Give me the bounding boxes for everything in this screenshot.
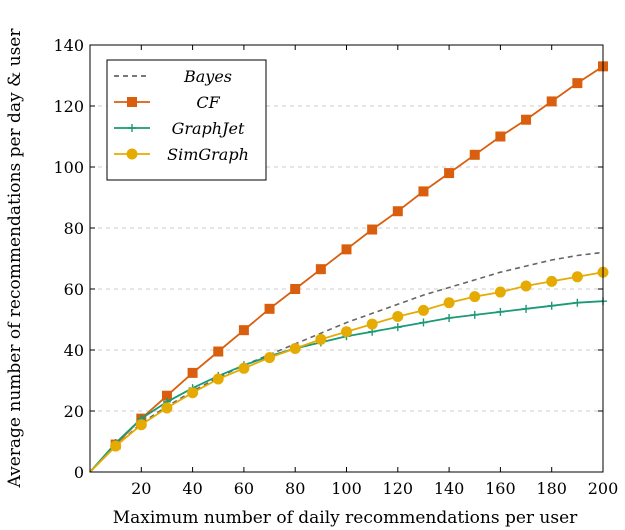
legend-item-graphjet: GraphJet (114, 119, 245, 138)
circle-marker (417, 304, 429, 316)
circle-marker (366, 318, 378, 330)
square-marker (367, 224, 378, 235)
plus-marker (470, 310, 479, 319)
square-marker (264, 303, 275, 314)
x-tick-label: 60 (234, 479, 254, 498)
plus-marker (522, 304, 531, 313)
circle-marker (341, 326, 352, 338)
x-tick-label: 100 (331, 479, 362, 498)
square-marker (572, 78, 583, 89)
square-marker (546, 96, 557, 107)
legend-box (106, 59, 267, 181)
circle-marker (187, 387, 199, 399)
square-marker (213, 346, 224, 357)
square-marker (187, 367, 198, 378)
legend-label: SimGraph (167, 145, 249, 164)
plus-marker (419, 318, 428, 327)
circle-marker (212, 373, 224, 385)
x-tick-label: 20 (131, 479, 151, 498)
gridlines (90, 105, 603, 412)
square-marker (495, 131, 506, 142)
x-tick-label: 180 (536, 479, 567, 498)
square-marker (418, 186, 429, 197)
circle-marker (494, 286, 506, 298)
x-tick-label: 160 (485, 479, 516, 498)
x-tick-label: 120 (383, 479, 414, 498)
x-tick-label: 40 (182, 479, 202, 498)
series-line (89, 251, 604, 473)
series-line (89, 271, 604, 473)
series-bayes (89, 251, 604, 473)
y-tick-label: 0 (74, 463, 84, 482)
y-axis-label: Average number of recommendations per da… (5, 28, 25, 489)
y-tick-label: 40 (64, 341, 84, 360)
square-marker (469, 149, 480, 160)
circle-marker (289, 342, 301, 354)
ticks: 0 20 40 60 80 100 120 140 20 40 60 80 100 120 140 160 18… (53, 36, 618, 498)
plus-marker (393, 323, 402, 332)
circle-marker (571, 271, 583, 283)
square-marker (341, 244, 352, 255)
circle-marker (469, 291, 481, 303)
square-marker (315, 264, 326, 275)
legend-label: Bayes (183, 67, 232, 86)
square-marker (290, 284, 301, 294)
plus-marker (445, 313, 454, 322)
y-tick-label: 140 (53, 36, 84, 55)
circle-marker (546, 275, 558, 287)
circle-marker (238, 362, 250, 374)
circle-marker (520, 280, 532, 292)
circle-marker (110, 440, 122, 452)
x-tick-label: 140 (434, 479, 465, 498)
legend-label: CF (196, 93, 220, 112)
square-marker (161, 390, 172, 401)
circle-marker (126, 148, 138, 160)
circle-marker (315, 333, 327, 345)
x-tick-label: 200 (588, 479, 619, 498)
circle-marker (161, 402, 173, 414)
series-simgraph (89, 266, 609, 473)
circle-marker (264, 352, 276, 364)
y-tick-label: 80 (64, 219, 84, 238)
legend: Bayes CF GraphJet SimGraph (106, 59, 267, 181)
plus-marker (573, 298, 582, 307)
y-tick-label: 100 (53, 158, 84, 177)
series-graphjet (89, 297, 607, 473)
plus-marker (128, 124, 136, 132)
square-marker (521, 114, 532, 125)
y-tick-label: 120 (53, 97, 84, 116)
square-marker (392, 206, 403, 217)
legend-item-bayes: Bayes (114, 67, 232, 86)
legend-item-simgraph: SimGraph (114, 145, 249, 164)
x-tick-label: 80 (285, 479, 305, 498)
legend-label: GraphJet (172, 119, 245, 138)
square-marker (127, 97, 137, 107)
plus-marker (496, 307, 505, 316)
circle-marker (443, 297, 455, 309)
x-axis-label: Maximum number of daily recommendations … (113, 508, 578, 528)
circle-marker (392, 310, 404, 322)
square-marker (444, 168, 455, 179)
plus-marker (547, 301, 556, 310)
y-tick-label: 20 (64, 402, 84, 421)
y-tick-label: 60 (64, 280, 84, 299)
legend-item-cf: CF (114, 93, 221, 112)
square-marker (238, 325, 249, 336)
circle-marker (135, 419, 147, 431)
